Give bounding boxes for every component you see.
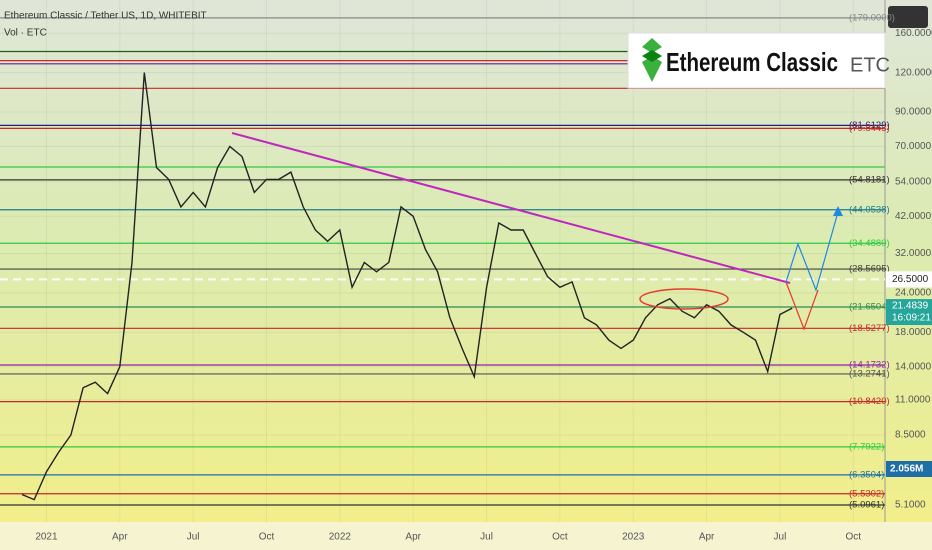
level-label: (79.8443) [849,123,890,134]
level-label: (13.2741) [849,368,890,379]
level-label: (34.4880) [849,238,890,249]
y-tick-label: 24.0000 [895,288,932,299]
x-tick-label: 2021 [35,532,58,543]
y-tick-label: 90.0000 [895,107,932,118]
volume-label-box [886,461,932,477]
x-tick-label: Oct [259,532,275,543]
y-tick-label: 54.0000 [895,177,932,188]
y-tick-label: 120.0000 [895,67,932,78]
arrow-head [833,206,843,216]
y-tick-label: 42.0000 [895,211,932,222]
level-label: (6.3504) [849,469,884,480]
price-label: 21.4839 [892,301,929,312]
highlight-ellipse [639,288,729,310]
y-tick-label: 8.5000 [895,430,926,441]
volume-title: Vol · ETC [4,28,47,39]
level-label: (81.6129) [849,120,890,131]
level-label: (7.7922) [849,441,884,452]
level-label: (179.0000) [849,12,895,23]
y-tick-label: 14.0000 [895,361,932,372]
x-tick-label: Jul [774,532,787,543]
level-label: (18.5277) [849,323,890,334]
y-tick-label: 18.0000 [895,327,932,338]
logo-title: Ethereum Classic [666,47,838,77]
logo-icon-bottom [642,56,662,82]
x-tick-label: 2023 [622,532,645,543]
y-tick-label: 5.1000 [895,500,926,511]
logo-ticker: ETC [850,54,890,76]
scenario-red [785,281,819,331]
x-tick-label: Apr [699,532,715,543]
price-label-box [886,299,932,326]
volume-label: 2.056M [890,464,923,475]
level-label-box [886,271,932,288]
x-tick-label: 2022 [329,532,352,543]
y-tick-label: 32.0000 [895,248,932,259]
x-tick-label: Jul [187,532,200,543]
level-label: (5.0961) [849,499,884,510]
level-label: (14.1732) [849,359,890,370]
level-label: 26.5000 [892,274,929,285]
x-tick-label: Apr [112,532,128,543]
x-tick-label: Oct [552,532,568,543]
menu-button[interactable] [888,6,928,28]
level-label: (54.8181) [849,174,890,185]
level-label: (28.5695) [849,264,890,275]
price-line [21,72,793,501]
price-time: 16:09:21 [892,313,931,324]
level-label: (44.0538) [849,204,890,215]
x-tick-label: Jul [480,532,493,543]
scenario-blue [785,211,839,292]
y-tick-label: 160.0000 [895,28,932,39]
logo-icon-top [642,38,662,53]
x-tick-label: Apr [405,532,421,543]
x-axis-strip [0,522,932,550]
chart-title: Ethereum Classic / Tether US, 1D, WHITEB… [4,11,207,22]
y-tick-label: 11.0000 [895,394,931,405]
y-tick-label: 70.0000 [895,141,932,152]
level-label: (21.6504) [849,302,890,313]
logo-box [627,32,886,89]
trend-line [231,132,791,284]
level-label: (10.8420) [849,396,890,407]
x-tick-label: Oct [846,532,862,543]
level-label: (5.5302) [849,488,884,499]
logo-icon-mid [642,50,662,62]
